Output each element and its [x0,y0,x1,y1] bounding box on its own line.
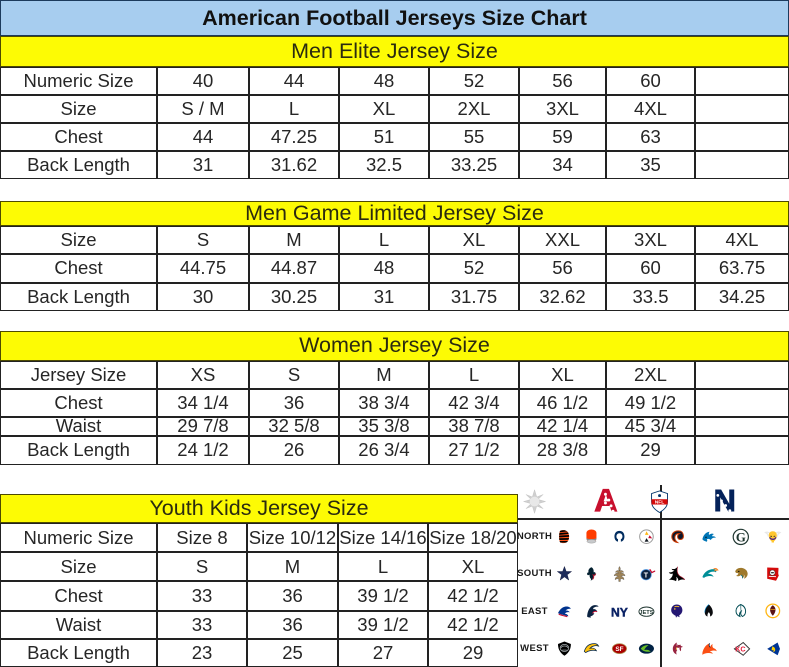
svg-text:SF: SF [615,646,623,653]
svg-text:T: T [644,572,649,580]
svg-text:JETS: JETS [639,609,653,615]
svg-text:NFL: NFL [655,499,665,505]
svg-text:NY: NY [611,605,628,619]
svg-text:G: G [736,530,746,544]
svg-text:KC: KC [735,644,745,653]
svg-text:N: N [714,488,736,516]
